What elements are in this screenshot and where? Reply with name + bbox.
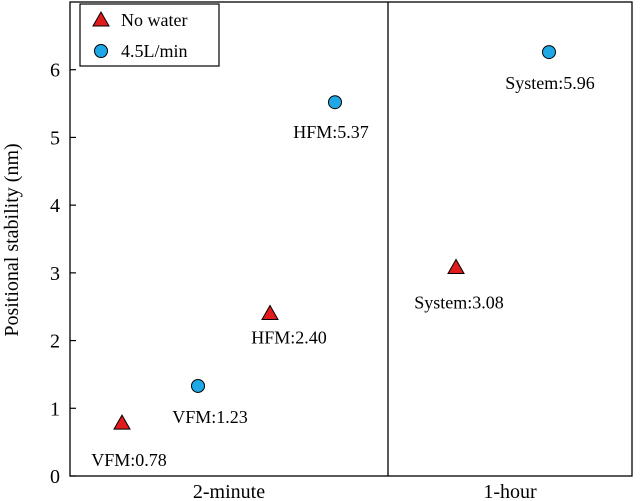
y-tick-label: 6 <box>50 60 60 82</box>
triangle-marker <box>447 258 465 274</box>
legend-circle-marker <box>94 44 108 58</box>
triangle-marker <box>261 304 279 320</box>
legend-triangle-marker <box>92 10 110 27</box>
point-label: VFM:0.78 <box>91 450 167 470</box>
point-label: HFM:5.37 <box>293 122 369 142</box>
circle-marker <box>191 378 205 393</box>
x-tick-label: 1-hour <box>483 481 537 501</box>
y-axis: 0 1 2 3 4 5 6 <box>50 60 76 488</box>
point-label: HFM:2.40 <box>251 327 327 347</box>
point-label: System:5.96 <box>505 73 595 93</box>
point-label: System:3.08 <box>414 292 504 312</box>
triangle-marker <box>113 414 131 430</box>
y-tick-label: 3 <box>50 263 60 285</box>
point-label: VFM:1.23 <box>172 407 248 427</box>
y-tick-label: 1 <box>50 398 60 420</box>
y-tick-label: 2 <box>50 331 60 353</box>
legend-label: 4.5L/min <box>121 41 188 61</box>
y-tick-label: 4 <box>50 195 60 217</box>
legend-label: No water <box>121 10 187 30</box>
x-axis: 2-minute 1-hour <box>193 481 537 501</box>
x-tick-label: 2-minute <box>193 481 265 501</box>
circle-marker <box>328 95 342 110</box>
plot-frame <box>69 1 633 477</box>
y-axis-label: Positional stability (nm) <box>1 143 23 336</box>
legend: No water 4.5L/min <box>79 3 220 67</box>
y-tick-label: 0 <box>50 466 60 488</box>
data-points: VFM:0.78 HFM:2.40 System:3.08 VFM:1.23 HFM:5… <box>91 45 595 470</box>
y-tick-label: 5 <box>50 127 60 149</box>
circle-marker <box>542 45 556 60</box>
